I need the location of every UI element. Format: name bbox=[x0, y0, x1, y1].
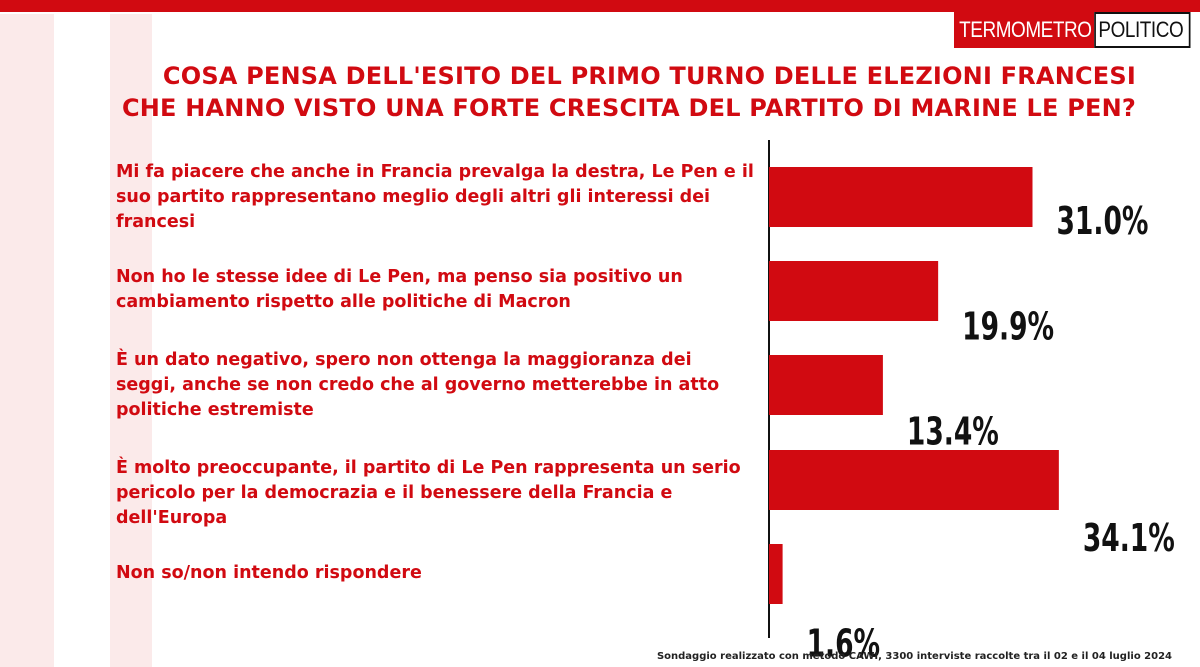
brand-logo-part2: POLITICO bbox=[1094, 12, 1191, 48]
chart-title: COSA PENSA DELL'ESITO DEL PRIMO TURNO DE… bbox=[36, 60, 1136, 124]
bar-value-label: 1.6% bbox=[807, 622, 881, 666]
category-label: Non so/non intendo rispondere bbox=[116, 563, 422, 583]
bar bbox=[769, 544, 783, 604]
bar-value-label: 34.1% bbox=[1083, 516, 1175, 560]
brand-logo-part1: TERMOMETRO bbox=[954, 12, 1095, 48]
top-accent-bar bbox=[0, 0, 1200, 12]
brand-logo: TERMOMETRO POLITICO bbox=[954, 12, 1191, 48]
bar-value-label: 19.9% bbox=[962, 305, 1054, 349]
bar bbox=[769, 355, 883, 415]
category-label: Non ho le stesse idee di Le Pen, ma pens… bbox=[116, 267, 683, 312]
bar bbox=[769, 261, 939, 321]
bar bbox=[769, 450, 1059, 510]
bar-value-label: 13.4% bbox=[907, 410, 999, 454]
footnote: Sondaggio realizzato con metodo CAWI, 33… bbox=[656, 651, 1172, 662]
background-watermark-shape bbox=[110, 14, 152, 667]
category-label: È molto preoccupante, il partito di Le P… bbox=[116, 458, 741, 528]
chart-title-line2: CHE HANNO VISTO UNA FORTE CRESCITA DEL P… bbox=[121, 94, 1136, 122]
bar-value-label: 31.0% bbox=[1057, 199, 1149, 243]
category-label: Mi fa piacere che anche in Francia preva… bbox=[116, 162, 754, 232]
chart-title-line1: COSA PENSA DELL'ESITO DEL PRIMO TURNO DE… bbox=[162, 62, 1136, 90]
category-label: È un dato negativo, spero non ottenga la… bbox=[116, 350, 720, 420]
bar bbox=[769, 167, 1033, 227]
background-watermark-shape bbox=[0, 14, 54, 667]
